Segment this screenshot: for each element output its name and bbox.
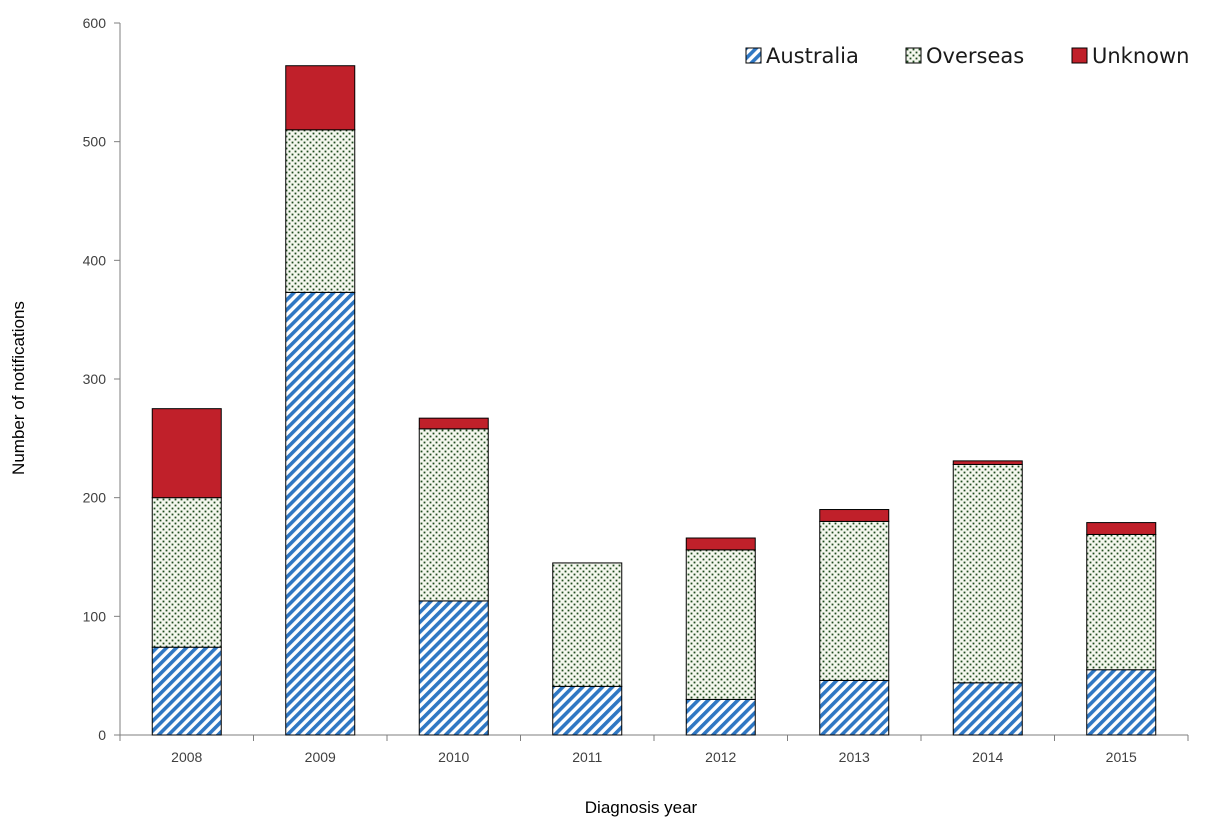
bar-stack-2015 [1086, 522, 1157, 736]
bar-segment-australia-2013 [819, 679, 890, 736]
y-tick-label: 600 [83, 15, 107, 31]
x-axis: 2008 2009 2010 2011 2012 2013 2014 2015 [119, 734, 1189, 765]
legend-swatch [905, 47, 922, 64]
bar-segment-australia-2015 [1086, 669, 1157, 736]
legend: Australia Overseas Unknown [745, 44, 1189, 68]
bar-segment-unknown-2010 [418, 417, 489, 430]
legend-label: Australia [766, 44, 859, 68]
bar-segment-australia-2008 [151, 646, 222, 736]
bar-segment-overseas-2014 [952, 463, 1023, 684]
y-tick-label: 0 [98, 727, 106, 743]
x-tick-label: 2012 [705, 749, 736, 765]
bar-segment-australia-2012 [685, 698, 756, 736]
bar-segment-unknown-2013 [819, 509, 890, 522]
bar-stack-2010 [418, 417, 489, 736]
legend-item-australia: Australia [745, 44, 859, 68]
bar-segment-australia-2011 [552, 685, 623, 736]
bar-stack-2008 [151, 408, 222, 736]
bar-segment-overseas-2013 [819, 520, 890, 681]
bar-segment-unknown-2008 [151, 408, 222, 499]
bar-segment-australia-2010 [418, 600, 489, 736]
x-tick-label: 2008 [171, 749, 202, 765]
y-tick-label: 200 [83, 490, 107, 506]
y-tick-label: 100 [83, 608, 107, 624]
bar-segment-overseas-2008 [151, 497, 222, 648]
x-tick-label: 2013 [839, 749, 870, 765]
bar-segment-australia-2009 [285, 291, 356, 736]
bars [151, 65, 1157, 736]
bar-segment-overseas-2009 [285, 129, 356, 293]
legend-label: Unknown [1092, 44, 1189, 68]
bar-segment-overseas-2010 [418, 428, 489, 602]
bar-segment-unknown-2015 [1086, 522, 1157, 535]
y-tick-label: 500 [83, 134, 107, 150]
y-tick-label: 400 [83, 252, 107, 268]
legend-swatch [1071, 47, 1088, 64]
x-tick-label: 2015 [1106, 749, 1137, 765]
bar-segment-unknown-2009 [285, 65, 356, 131]
x-tick-label: 2010 [438, 749, 469, 765]
x-tick-label: 2014 [972, 749, 1003, 765]
bar-stack-2009 [285, 65, 356, 736]
bar-stack-2014 [952, 460, 1023, 736]
legend-item-unknown: Unknown [1071, 44, 1189, 68]
legend-swatch [745, 47, 762, 64]
legend-label: Overseas [926, 44, 1024, 68]
x-tick-label: 2011 [572, 749, 602, 765]
y-axis-title: Number of notifications [9, 301, 28, 475]
y-axis: 0 100 200 300 400 500 600 [83, 15, 121, 743]
bar-segment-unknown-2014 [952, 460, 1023, 465]
bar-segment-overseas-2011 [552, 562, 623, 687]
bar-segment-overseas-2015 [1086, 533, 1157, 671]
bar-stack-2011 [552, 562, 623, 736]
bar-stack-2012 [685, 537, 756, 736]
bar-segment-overseas-2012 [685, 549, 756, 700]
y-tick-label: 300 [83, 371, 107, 387]
bar-segment-unknown-2012 [685, 537, 756, 551]
x-tick-label: 2009 [305, 749, 336, 765]
x-axis-title: Diagnosis year [585, 798, 698, 817]
bar-stack-2013 [819, 509, 890, 736]
bar-segment-australia-2014 [952, 682, 1023, 736]
legend-item-overseas: Overseas [905, 44, 1024, 68]
